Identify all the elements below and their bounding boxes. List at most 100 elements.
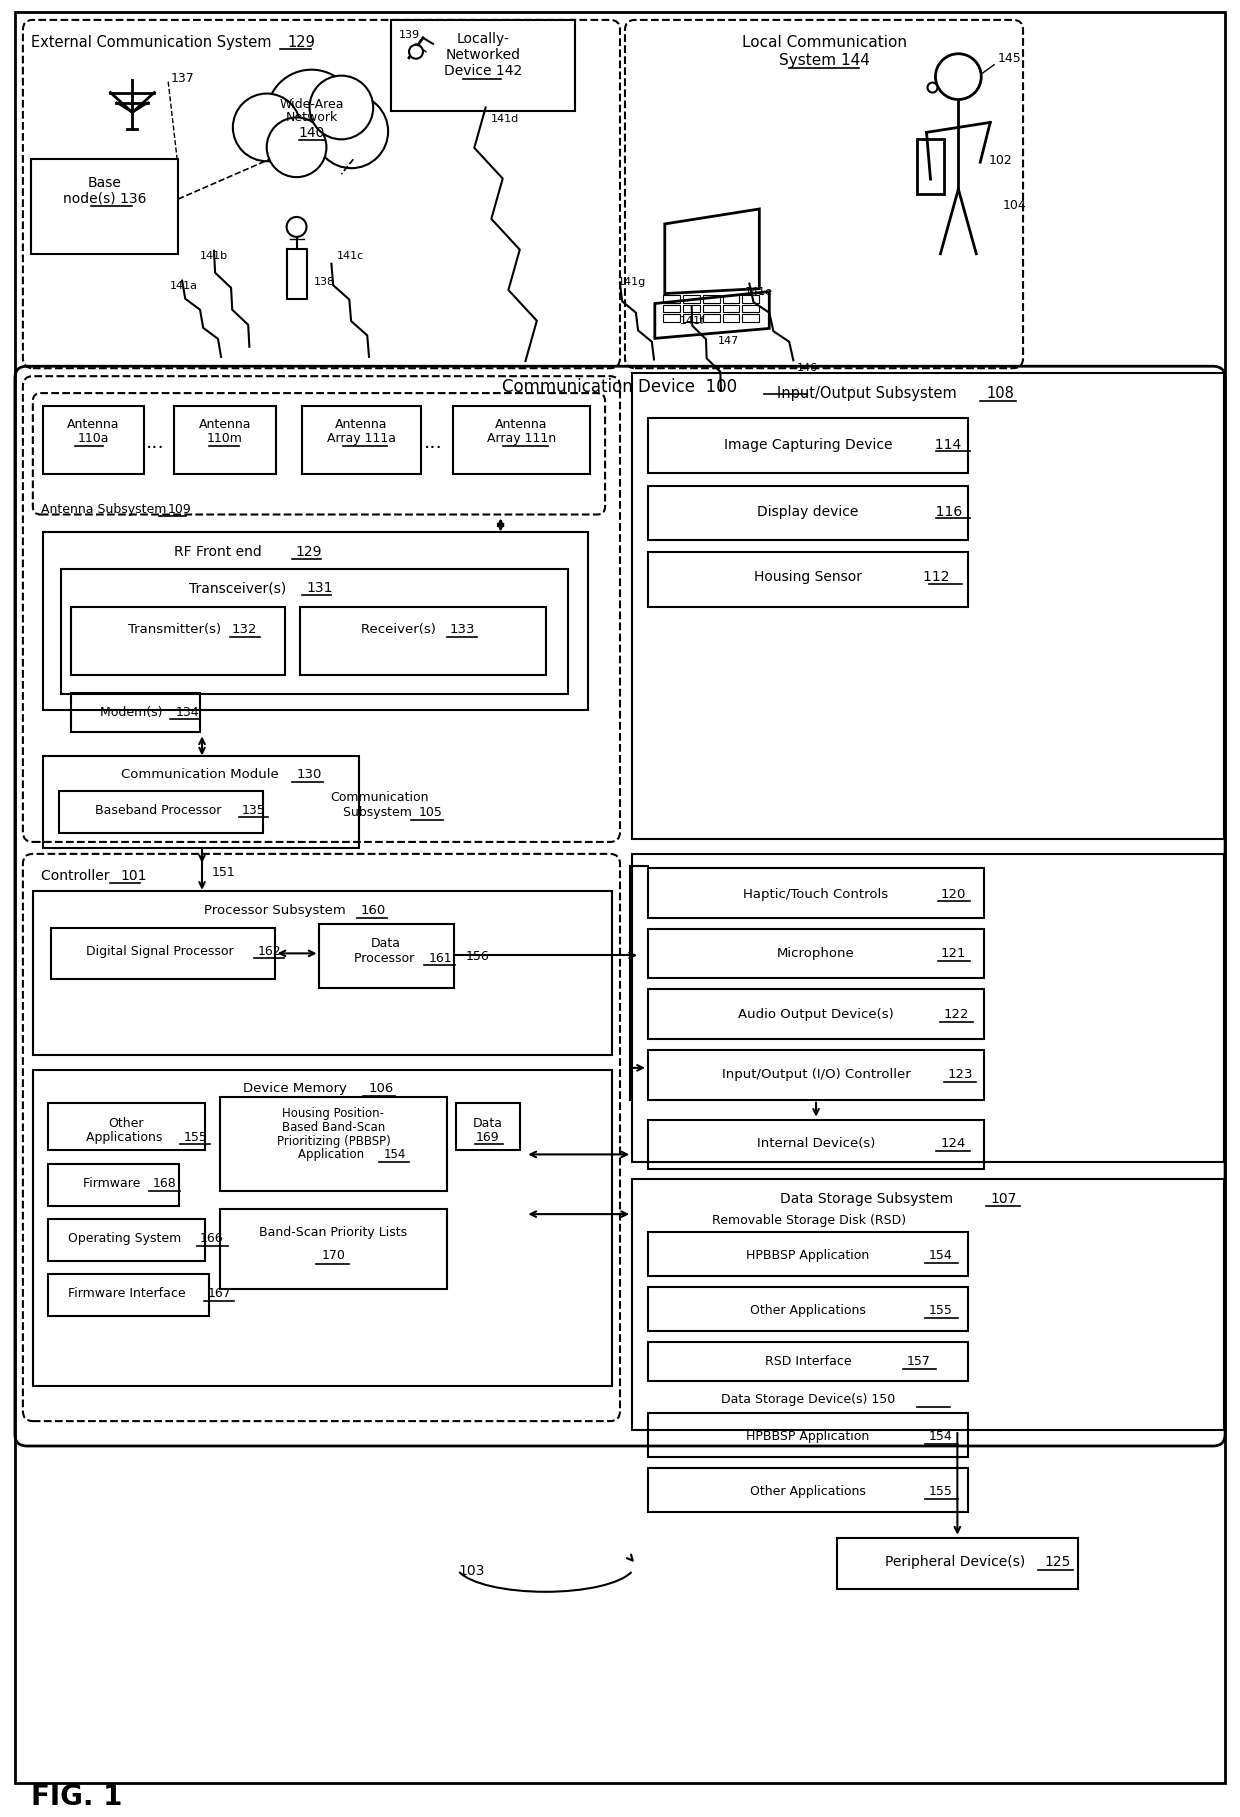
Text: Housing Position-: Housing Position- bbox=[283, 1107, 384, 1119]
Text: 167: 167 bbox=[208, 1286, 232, 1299]
Circle shape bbox=[310, 76, 373, 140]
Text: Based Band-Scan: Based Band-Scan bbox=[281, 1121, 384, 1134]
Text: 102: 102 bbox=[988, 154, 1012, 167]
Bar bbox=[743, 305, 759, 313]
Bar bbox=[683, 314, 699, 322]
Bar bbox=[43, 532, 588, 710]
Text: 105: 105 bbox=[419, 807, 443, 819]
Text: 155: 155 bbox=[184, 1130, 208, 1143]
Text: Wide-Area: Wide-Area bbox=[279, 98, 343, 111]
Text: Other Applications: Other Applications bbox=[750, 1303, 866, 1317]
Text: Communication Device  100: Communication Device 100 bbox=[502, 378, 738, 396]
Text: HPBBSP Application: HPBBSP Application bbox=[746, 1248, 869, 1263]
Text: 116: 116 bbox=[905, 505, 962, 518]
Text: External Communication System: External Communication System bbox=[31, 35, 277, 49]
Bar bbox=[723, 305, 739, 313]
Text: 156: 156 bbox=[466, 950, 490, 963]
Bar bbox=[703, 305, 719, 313]
Text: Processor Subsystem: Processor Subsystem bbox=[203, 903, 350, 916]
Bar bbox=[647, 869, 985, 918]
Text: 160: 160 bbox=[361, 903, 386, 916]
Text: 125: 125 bbox=[1044, 1555, 1071, 1570]
Text: Network: Network bbox=[285, 111, 337, 124]
Text: Digital Signal Processor: Digital Signal Processor bbox=[87, 945, 238, 958]
Text: Data: Data bbox=[371, 938, 401, 950]
Text: Modem(s): Modem(s) bbox=[100, 705, 171, 718]
Text: 137: 137 bbox=[170, 71, 193, 85]
Bar bbox=[743, 294, 759, 303]
Bar bbox=[647, 485, 968, 540]
Bar bbox=[219, 1208, 446, 1288]
Bar bbox=[647, 928, 985, 978]
Bar bbox=[32, 890, 613, 1056]
Bar bbox=[683, 294, 699, 303]
Bar bbox=[663, 294, 680, 303]
Text: 166: 166 bbox=[200, 1232, 223, 1245]
Bar bbox=[300, 607, 547, 674]
Text: 141e: 141e bbox=[744, 287, 773, 296]
Text: ...: ... bbox=[424, 432, 443, 452]
Text: Applications: Applications bbox=[87, 1130, 166, 1143]
Text: Antenna: Antenna bbox=[67, 418, 120, 431]
Text: ...: ... bbox=[146, 432, 165, 452]
Text: Subsystem: Subsystem bbox=[342, 807, 415, 819]
Bar bbox=[632, 372, 1224, 839]
Text: 112: 112 bbox=[888, 571, 950, 585]
Circle shape bbox=[286, 216, 306, 236]
Bar bbox=[647, 1232, 968, 1276]
Text: Controller: Controller bbox=[41, 869, 114, 883]
Bar bbox=[632, 854, 1224, 1163]
Text: 104: 104 bbox=[1003, 200, 1027, 213]
Bar bbox=[51, 927, 275, 979]
Bar bbox=[58, 790, 263, 832]
Bar bbox=[71, 607, 285, 674]
Text: 109: 109 bbox=[167, 503, 191, 516]
Text: 168: 168 bbox=[153, 1177, 176, 1190]
Circle shape bbox=[233, 93, 300, 162]
Text: Display device: Display device bbox=[758, 505, 859, 518]
Text: Antenna: Antenna bbox=[335, 418, 388, 431]
Text: Baseband Processor: Baseband Processor bbox=[95, 805, 226, 818]
Text: 129: 129 bbox=[288, 35, 315, 49]
Circle shape bbox=[267, 118, 326, 176]
Text: Microphone: Microphone bbox=[777, 947, 854, 961]
Text: 107: 107 bbox=[990, 1192, 1017, 1206]
Bar bbox=[32, 1070, 613, 1386]
Circle shape bbox=[267, 69, 356, 160]
Circle shape bbox=[935, 55, 981, 100]
Text: 110a: 110a bbox=[78, 432, 109, 445]
Text: 155: 155 bbox=[929, 1303, 952, 1317]
Bar bbox=[703, 294, 719, 303]
Text: 141a: 141a bbox=[170, 280, 198, 291]
Text: 141c: 141c bbox=[336, 251, 363, 262]
Bar bbox=[43, 405, 144, 474]
Bar bbox=[647, 1050, 985, 1099]
Text: Communication Module: Communication Module bbox=[122, 769, 283, 781]
Bar bbox=[647, 1341, 968, 1381]
Text: 108: 108 bbox=[986, 387, 1014, 402]
Bar bbox=[837, 1537, 1078, 1590]
Text: 169: 169 bbox=[476, 1130, 500, 1143]
Text: 133: 133 bbox=[450, 623, 475, 636]
Text: System 144: System 144 bbox=[779, 53, 869, 67]
Bar bbox=[632, 1179, 1224, 1430]
Text: Receiver(s): Receiver(s) bbox=[362, 623, 440, 636]
Text: 170: 170 bbox=[321, 1248, 345, 1263]
Text: Array 111n: Array 111n bbox=[487, 432, 556, 445]
Circle shape bbox=[315, 94, 388, 169]
Text: 106: 106 bbox=[368, 1081, 394, 1096]
Text: 132: 132 bbox=[231, 623, 257, 636]
Bar bbox=[647, 1286, 968, 1330]
Bar bbox=[647, 552, 968, 607]
Text: 141b: 141b bbox=[200, 251, 228, 262]
Text: 141d: 141d bbox=[491, 114, 518, 124]
Text: 140: 140 bbox=[299, 127, 325, 140]
Bar bbox=[391, 20, 575, 111]
Text: Base: Base bbox=[88, 176, 122, 191]
Text: Transceiver(s): Transceiver(s) bbox=[188, 581, 295, 596]
Text: Networked: Networked bbox=[445, 47, 520, 62]
Text: 161: 161 bbox=[429, 952, 453, 965]
Text: Communication: Communication bbox=[330, 790, 428, 805]
Text: 110m: 110m bbox=[207, 432, 243, 445]
Bar bbox=[663, 314, 680, 322]
